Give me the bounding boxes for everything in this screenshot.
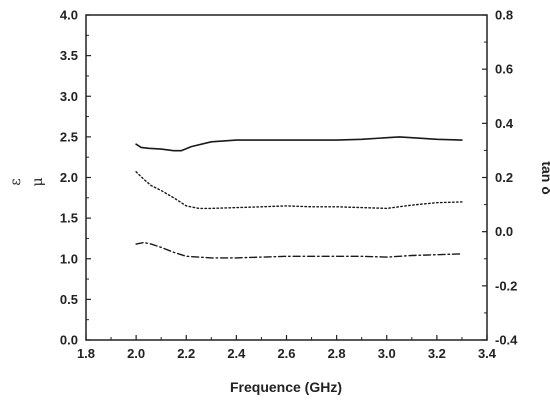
y-left-tick-label: 2.5 bbox=[60, 129, 78, 144]
x-tick-label: 1.8 bbox=[77, 346, 95, 361]
series-dotted-line bbox=[135, 171, 463, 210]
x-tick-label: 2.8 bbox=[328, 346, 346, 361]
y-left-tick-label: 3.0 bbox=[60, 89, 78, 104]
y-right-axis-ticks: -0.4 -0.2 0.0 0.2 0.4 0.6 0.8 bbox=[482, 8, 518, 348]
y-right-tick-label: 0.6 bbox=[495, 62, 513, 77]
y-left-tick-label: 4.0 bbox=[60, 8, 78, 23]
x-tick-label: 3.2 bbox=[428, 346, 446, 361]
y-left-axis-ticks: 0.0 0.5 1.0 1.5 2.0 2.5 3.0 3.5 4.0 bbox=[60, 8, 91, 348]
series-layer bbox=[135, 136, 463, 259]
y-right-axis-title: tan δ bbox=[539, 161, 550, 194]
y-right-tick-label: 0.0 bbox=[495, 224, 513, 239]
x-tick-label: 3.4 bbox=[478, 346, 497, 361]
x-tick-label: 3.0 bbox=[378, 346, 396, 361]
y-right-tick-label: -0.4 bbox=[495, 333, 518, 348]
y-right-tick-label: 0.4 bbox=[495, 116, 514, 131]
x-tick-label: 2.2 bbox=[177, 346, 195, 361]
x-axis-ticks: 1.8 2.0 2.2 2.4 2.6 2.8 3.0 3.2 3.4 bbox=[77, 335, 497, 361]
y-left-tick-label: 0.5 bbox=[60, 292, 78, 307]
plot-frame bbox=[85, 14, 488, 341]
y-left-axis-title-epsilon: ε bbox=[8, 178, 24, 185]
y-left-tick-label: 2.0 bbox=[60, 170, 78, 185]
y-left-axis-title-mu: μ bbox=[30, 177, 46, 186]
x-axis-title: Frequence (GHz) bbox=[230, 379, 342, 395]
y-left-tick-label: 0.0 bbox=[60, 333, 78, 348]
y-left-tick-label: 1.5 bbox=[60, 211, 78, 226]
y-left-tick-label: 3.5 bbox=[60, 48, 78, 63]
x-tick-label: 2.4 bbox=[227, 346, 246, 361]
series-dash-dot-line bbox=[135, 241, 463, 259]
x-tick-label: 2.0 bbox=[127, 346, 145, 361]
y-right-tick-label: 0.8 bbox=[495, 8, 513, 23]
y-left-tick-label: 1.0 bbox=[60, 251, 78, 266]
y-right-tick-label: -0.2 bbox=[495, 278, 517, 293]
x-tick-label: 2.6 bbox=[277, 346, 295, 361]
y-right-tick-label: 0.2 bbox=[495, 170, 513, 185]
series-solid-line bbox=[135, 136, 463, 152]
